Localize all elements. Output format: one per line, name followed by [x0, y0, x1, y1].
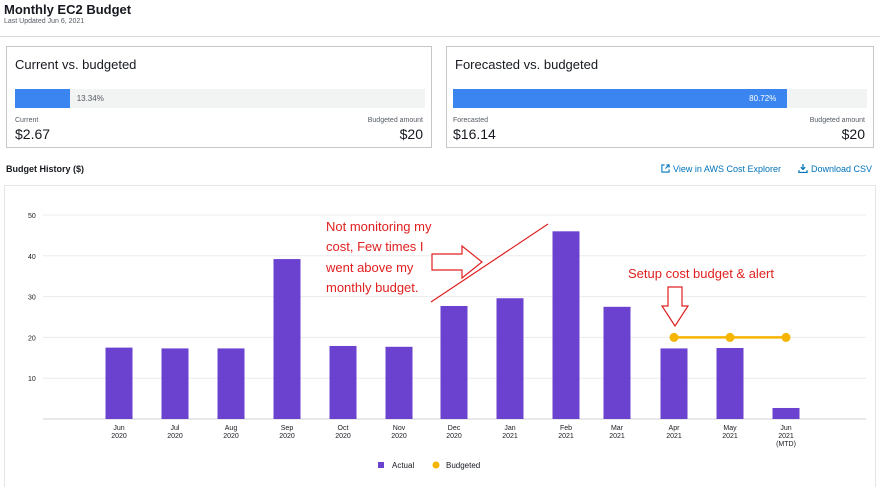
bar-actual: [440, 305, 468, 419]
x-tick-label: May: [723, 425, 737, 432]
x-tick-label: Jul: [171, 425, 180, 432]
legend-swatch-budgeted: [432, 461, 440, 469]
header-divider: [0, 36, 880, 37]
bar-actual: [660, 348, 688, 419]
card-title: Forecasted vs. budgeted: [455, 57, 599, 72]
chart-frame: [4, 185, 876, 487]
forecast-percent: 80.72%: [749, 94, 777, 103]
annotation-arrow-right: [431, 244, 483, 280]
x-tick-label: Mar: [611, 425, 624, 432]
x-tick-label: Apr: [669, 425, 681, 432]
y-tick-label: 30: [28, 295, 36, 302]
legend-swatch-actual: [378, 462, 384, 468]
current-progress-fill: [15, 89, 70, 108]
x-tick-label: 2020: [279, 433, 295, 440]
bar-actual: [105, 347, 133, 419]
budgeted-amount-value: $20: [399, 126, 423, 142]
annotation-text: Not monitoring my: [326, 219, 432, 234]
budget-point: [669, 332, 679, 342]
x-tick-label: Jun: [113, 425, 124, 432]
last-updated: Last Updated Jun 6, 2021: [4, 18, 85, 25]
legend-label-budgeted: Budgeted: [446, 461, 480, 470]
download-csv-label: Download CSV: [811, 164, 873, 174]
page-header: Monthly EC2 Budget Last Updated Jun 6, 2…: [4, 2, 131, 26]
bar-actual: [217, 348, 245, 419]
bar-actual: [385, 346, 413, 419]
x-tick-label: (MTD): [776, 441, 796, 448]
x-tick-label: 2021: [666, 433, 682, 440]
x-tick-label: Oct: [338, 425, 349, 432]
current-percent: 13.34%: [76, 94, 104, 103]
forecast-progress-fill: [453, 89, 788, 108]
current-label: Current: [15, 117, 39, 124]
download-icon: [798, 164, 808, 174]
budget-point: [781, 332, 791, 342]
current-vs-budgeted-card: Current vs. budgeted 13.34% Current $2.6…: [6, 46, 432, 148]
card-title: Current vs. budgeted: [15, 57, 137, 72]
external-link-icon: [661, 164, 670, 173]
budget-history-title: Budget History ($): [6, 164, 85, 174]
y-tick-label: 20: [28, 335, 36, 342]
x-tick-label: 2020: [223, 433, 239, 440]
x-tick-label: 2020: [111, 433, 127, 440]
view-cost-explorer-link[interactable]: View in AWS Cost Explorer: [661, 164, 781, 174]
bar-actual: [273, 259, 301, 419]
bar-actual: [552, 231, 580, 419]
x-tick-label: 2021: [558, 433, 574, 440]
bar-actual: [496, 298, 524, 419]
annotation-text: went above my: [325, 260, 414, 275]
x-tick-label: Feb: [560, 425, 572, 432]
forecasted-vs-budgeted-card: Forecasted vs. budgeted 80.72% Forecaste…: [446, 46, 874, 148]
y-tick-label: 40: [28, 254, 36, 261]
x-tick-label: 2020: [167, 433, 183, 440]
budgeted-amount-label: Budgeted amount: [367, 117, 423, 124]
annotation-trend-line: [430, 223, 549, 303]
budgeted-amount-value: $20: [841, 126, 865, 142]
x-tick-label: 2020: [335, 433, 351, 440]
x-tick-label: 2020: [446, 433, 462, 440]
view-cost-explorer-label: View in AWS Cost Explorer: [673, 164, 782, 174]
x-tick-label: 2021: [609, 433, 625, 440]
x-tick-label: Dec: [448, 425, 461, 432]
forecasted-label: Forecasted: [453, 117, 489, 124]
x-tick-label: Jan: [504, 425, 515, 432]
forecasted-value: $16.14: [453, 126, 496, 142]
annotation-text: monthly budget.: [326, 280, 419, 295]
bar-actual: [716, 348, 744, 419]
budgeted-amount-label: Budgeted amount: [809, 117, 865, 124]
forecast-progress-track: 80.72%: [453, 89, 867, 108]
x-tick-label: Nov: [393, 425, 406, 432]
x-tick-label: 2021: [502, 433, 518, 440]
y-tick-label: 10: [28, 376, 36, 383]
legend-label-actual: Actual: [392, 461, 414, 470]
x-tick-label: 2021: [722, 433, 738, 440]
x-tick-label: Aug: [225, 425, 238, 432]
x-tick-label: Jun: [780, 425, 791, 432]
bar-actual: [161, 348, 189, 419]
x-tick-label: 2021: [778, 433, 794, 440]
bar-actual: [772, 407, 800, 419]
current-value: $2.67: [15, 126, 51, 142]
bar-actual: [603, 306, 631, 419]
current-progress-track: 13.34%: [15, 89, 425, 108]
y-tick-label: 50: [28, 213, 36, 220]
download-csv-link[interactable]: Download CSV: [798, 164, 872, 174]
bar-actual: [329, 345, 357, 419]
budget-point: [725, 332, 735, 342]
page-title: Monthly EC2 Budget: [4, 2, 132, 17]
annotation-text: Setup cost budget & alert: [628, 266, 774, 281]
x-tick-label: Sep: [281, 425, 294, 432]
annotation-arrow-down: [660, 286, 690, 328]
annotation-text: cost, Few times I: [326, 239, 424, 254]
x-tick-label: 2020: [391, 433, 407, 440]
